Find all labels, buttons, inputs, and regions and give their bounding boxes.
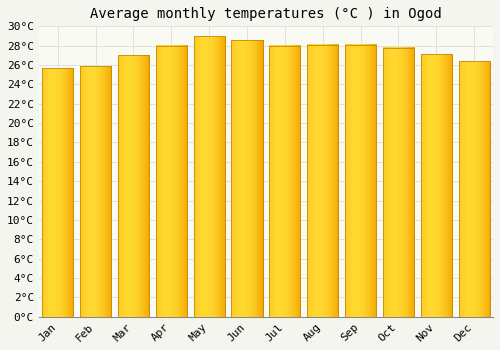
Bar [194, 36, 224, 317]
Bar [345, 45, 376, 317]
Bar [458, 61, 490, 317]
Bar [345, 45, 376, 317]
Title: Average monthly temperatures (°C ) in Ogod: Average monthly temperatures (°C ) in Og… [90, 7, 442, 21]
Bar [307, 45, 338, 317]
Bar [232, 40, 262, 317]
Bar [458, 61, 490, 317]
Bar [307, 45, 338, 317]
Bar [42, 68, 74, 317]
Bar [270, 46, 300, 317]
Bar [194, 36, 224, 317]
Bar [156, 46, 187, 317]
Bar [421, 54, 452, 317]
Bar [270, 46, 300, 317]
Bar [42, 68, 74, 317]
Bar [383, 48, 414, 317]
Bar [232, 40, 262, 317]
Bar [118, 55, 149, 317]
Bar [156, 46, 187, 317]
Bar [383, 48, 414, 317]
Bar [421, 54, 452, 317]
Bar [80, 66, 111, 317]
Bar [118, 55, 149, 317]
Bar [80, 66, 111, 317]
